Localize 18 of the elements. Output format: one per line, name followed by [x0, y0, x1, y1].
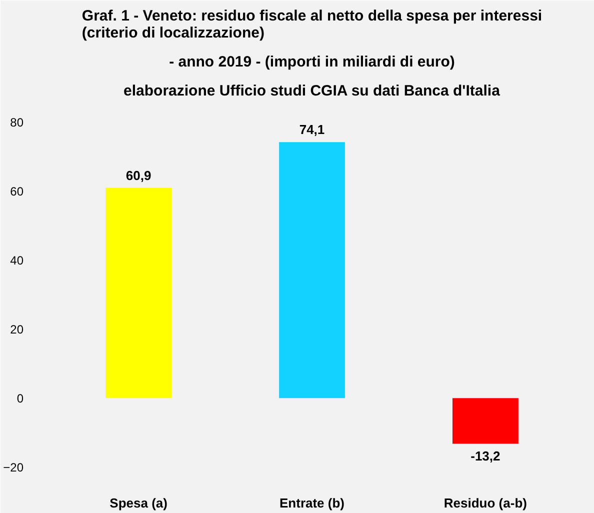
x-tick-label: Entrate (b): [280, 496, 344, 510]
y-tick-label: −20: [3, 460, 24, 475]
y-tick-label: 80: [10, 115, 24, 130]
y-tick-label: 0: [16, 392, 24, 406]
y-tick-label: 20: [10, 322, 24, 337]
y-tick-label: 40: [10, 253, 24, 268]
bar: [279, 142, 345, 398]
data-label: 74,1: [299, 122, 325, 138]
x-tick-label: Residuo (a-b): [444, 496, 527, 510]
data-label: 60,9: [126, 168, 152, 183]
x-tick-label: Spesa (a): [110, 496, 168, 510]
text: elaborazione Ufficio studi CGIA su dati Banca d'Italia: [124, 82, 501, 100]
chart-title: Graf. 1 - Veneto: residuo fiscale al netto della spesa per interessi (criterio di localizzazione): [82, 8, 542, 42]
bar: [106, 188, 172, 398]
y-tick-label: 60: [10, 184, 24, 198]
chart-subtitle: - anno 2019 - (importi in miliardi di euro): [169, 54, 455, 70]
data-label: -13,2: [470, 448, 500, 464]
bar: [452, 398, 518, 444]
